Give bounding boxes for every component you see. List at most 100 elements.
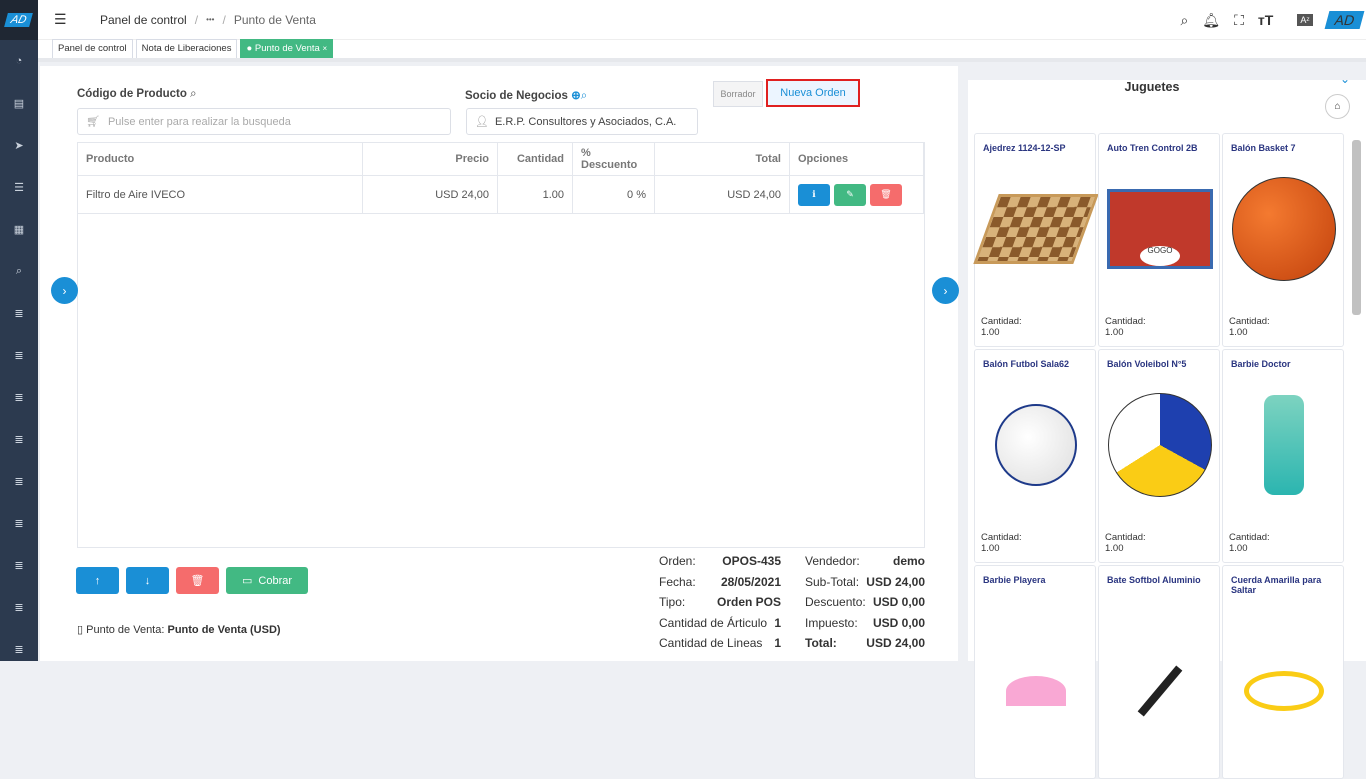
- product-card[interactable]: Bate Softbol Aluminio: [1098, 565, 1220, 779]
- menu-toggle-icon[interactable]: ☰: [54, 11, 67, 27]
- summary-label: Orden:: [659, 554, 696, 568]
- order-panel: Código de Producto ⌕ 🛒︎ Pulse enter para …: [40, 66, 959, 661]
- order-lines-table: Producto Precio Cantidad % Descuento Tot…: [77, 142, 925, 548]
- partner-label: Socio de Negocios ⊕⌕: [465, 90, 588, 102]
- product-code-label: Código de Producto ⌕: [77, 88, 197, 100]
- partner-select[interactable]: 👤︎ E.R.P. Consultores y Asociados, C.A.: [466, 108, 698, 135]
- summary-label: Descuento:: [805, 595, 866, 609]
- search-icon[interactable]: ⌕: [580, 90, 588, 102]
- move-up-button[interactable]: ↑: [76, 567, 119, 594]
- summary-value: 1: [774, 636, 781, 650]
- product-quantity: Cantidad: 1.00: [1229, 532, 1270, 554]
- menu-list-icon[interactable]: ≣: [14, 307, 24, 320]
- summary-item: Tipo: Orden POS: [659, 595, 781, 609]
- summary-label: Total:: [805, 636, 837, 650]
- summary-value: OPOS-435: [722, 554, 781, 568]
- home-button[interactable]: ⌂: [1325, 94, 1350, 119]
- header: ☰ Panel de control / ••• / Punto de Vent…: [38, 0, 1366, 40]
- product-image: [1107, 390, 1213, 500]
- breadcrumb-ellipsis[interactable]: •••: [206, 15, 215, 24]
- menu-list-icon[interactable]: ≣: [14, 643, 24, 656]
- summary-label: Impuesto:: [805, 615, 858, 630]
- product-code-input[interactable]: 🛒︎ Pulse enter para realizar la busqueda: [77, 108, 451, 135]
- draft-button[interactable]: Borrador: [713, 81, 763, 107]
- menu-list-icon[interactable]: ≣: [14, 349, 24, 362]
- edit-button[interactable]: ✎: [834, 183, 866, 206]
- product-image: [983, 390, 1089, 500]
- product-image: [983, 606, 1089, 716]
- dashboard-icon[interactable]: ◔: [15, 55, 23, 67]
- menu-list-icon[interactable]: ≣: [14, 475, 24, 488]
- product-name: Balón Voleibol N°5: [1107, 359, 1187, 369]
- summary-value: USD 0,00: [872, 595, 925, 609]
- product-card[interactable]: Balón Futbol Sala62 Cantidad: 1.00: [974, 349, 1096, 563]
- chevron-down-icon[interactable]: ⌄: [1340, 72, 1351, 86]
- summary-item: Vendedor: demo: [805, 554, 925, 568]
- expand-left-button[interactable]: ›: [51, 277, 78, 304]
- cart-icon: 🛒︎: [86, 116, 100, 128]
- logo[interactable]: AD: [0, 0, 38, 40]
- user-icon: 👤︎: [475, 116, 489, 128]
- product-card[interactable]: Barbie Doctor Cantidad: 1.00: [1222, 349, 1344, 563]
- summary-item: Impuesto: USD 0,00: [805, 616, 925, 630]
- product-quantity: Cantidad: 1.00: [1229, 316, 1270, 338]
- summary-label: Tipo:: [659, 595, 686, 609]
- avatar[interactable]: AD: [1324, 11, 1365, 29]
- summary-value: 28/05/2021: [720, 574, 781, 589]
- product-card[interactable]: Balón Basket 7 Cantidad: 1.00: [1222, 133, 1344, 347]
- product-image: [1231, 606, 1337, 716]
- product-card[interactable]: Auto Tren Control 2B GOGO Cantidad: 1.00: [1098, 133, 1220, 347]
- product-image: [1107, 606, 1213, 717]
- search-icon[interactable]: ⌕: [1180, 11, 1189, 28]
- sidebar: AD ◔ ▤ ➤ ☰ ▦ ⌕ ≣ ≣ ≣ ≣ ≣ ≣ ≣ ≣ ≣: [0, 0, 38, 661]
- tab-panel-de-control[interactable]: Panel de control: [52, 39, 133, 58]
- menu-list-icon[interactable]: ≣: [14, 559, 24, 572]
- product-card[interactable]: Ajedrez 1124-12-SP Cantidad: 1.00: [973, 133, 1099, 347]
- file-icon[interactable]: ▦: [13, 223, 25, 236]
- product-name: Cuerda Amarilla para Saltar: [1231, 575, 1322, 595]
- font-size-icon[interactable]: тT: [1257, 12, 1274, 28]
- product-card[interactable]: Barbie Playera: [974, 565, 1096, 779]
- translate-icon[interactable]: Aᶻ: [1297, 14, 1313, 26]
- document-icon[interactable]: ▤: [13, 97, 25, 110]
- card-icon: ▭: [241, 575, 253, 587]
- add-icon[interactable]: ⊕: [571, 90, 581, 102]
- tab-nota-de-liberaciones[interactable]: Nota de Liberaciones: [135, 39, 238, 58]
- list-icon[interactable]: ☰: [14, 181, 24, 194]
- search-icon[interactable]: ⌕: [15, 264, 23, 277]
- catalog-scrollbar[interactable]: [1352, 140, 1361, 315]
- search-icon[interactable]: ⌕: [190, 88, 197, 100]
- summary-label: Vendedor:: [805, 554, 860, 568]
- send-icon[interactable]: ➤: [14, 139, 24, 152]
- tab-punto-de-venta[interactable]: ● Punto de Venta ×: [240, 39, 334, 58]
- bell-icon[interactable]: 🔔︎: [1202, 11, 1221, 28]
- breadcrumb-current: Punto de Venta: [233, 12, 316, 27]
- product-card[interactable]: Balón Voleibol N°5 Cantidad: 1.00: [1098, 349, 1220, 563]
- info-button[interactable]: ℹ: [798, 183, 830, 206]
- fullscreen-icon[interactable]: ⛶: [1234, 11, 1244, 28]
- menu-list-icon[interactable]: ≣: [14, 601, 24, 614]
- table-row[interactable]: Filtro de Aire IVECO USD 24,00 1.00 0 % …: [78, 176, 924, 214]
- delete-button[interactable]: 🗑︎: [870, 183, 902, 206]
- summary-value: USD 0,00: [872, 615, 925, 630]
- product-quantity: Cantidad: 1.00: [1105, 316, 1146, 338]
- new-order-button[interactable]: Nueva Orden: [766, 79, 860, 107]
- summary-item: Sub-Total: USD 24,00: [805, 575, 925, 589]
- summary-value: USD 24,00: [866, 574, 925, 589]
- delete-line-button[interactable]: 🗑︎: [176, 567, 219, 594]
- close-tab-icon[interactable]: ×: [322, 44, 328, 53]
- product-card[interactable]: Cuerda Amarilla para Saltar: [1222, 565, 1344, 779]
- summary-label: Fecha:: [659, 574, 696, 589]
- menu-list-icon[interactable]: ≣: [14, 391, 24, 404]
- product-image: [973, 174, 1099, 284]
- cobrar-button[interactable]: ▭ Cobrar: [226, 567, 308, 594]
- menu-list-icon[interactable]: ≣: [14, 517, 24, 530]
- breadcrumb-home[interactable]: Panel de control: [100, 12, 187, 27]
- product-image: [1231, 174, 1337, 284]
- summary-item: Fecha: 28/05/2021: [659, 575, 781, 589]
- expand-right-button[interactable]: ›: [932, 277, 959, 304]
- menu-list-icon[interactable]: ≣: [14, 433, 24, 446]
- product-name: Balón Basket 7: [1231, 143, 1296, 153]
- move-down-button[interactable]: ↓: [126, 567, 169, 594]
- product-name: Barbie Playera: [983, 575, 1046, 585]
